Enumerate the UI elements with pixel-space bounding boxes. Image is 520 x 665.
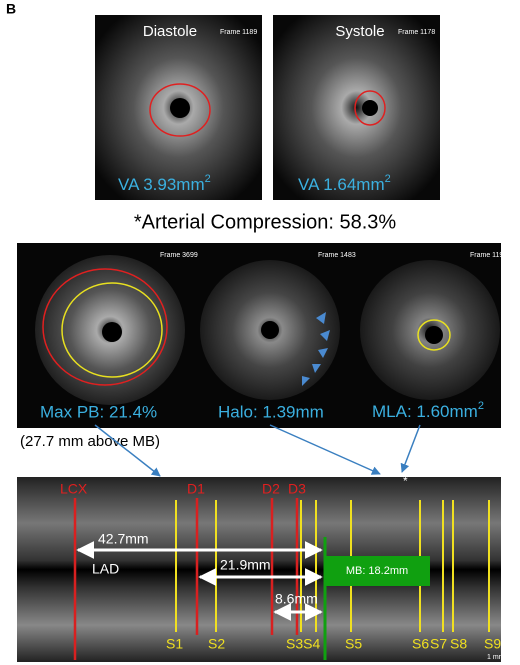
catheter (425, 326, 443, 344)
branch-label: D2 (262, 481, 280, 497)
frame-label: Frame 1199 (470, 252, 507, 259)
branch-label: LCX (60, 481, 88, 497)
frame-label: Frame 3699 (160, 252, 198, 259)
halo-arrowheads (302, 312, 330, 386)
branch-label: D3 (288, 481, 306, 497)
compression-label: *Arterial Compression: 58.3% (134, 211, 397, 233)
distance-arrows (76, 541, 323, 621)
segment-label: S1 (166, 636, 183, 652)
segment-label: S2 (208, 636, 225, 652)
frame-label: Frame 1178 (398, 29, 435, 36)
superscript: 2 (205, 173, 211, 185)
top-images: Diastole Frame 1189 Systole Frame 1178 V… (95, 15, 440, 200)
mb-label: MB: 18.2mm (346, 565, 408, 577)
distance-label: 21.9mm (220, 557, 271, 573)
segment-label: S6 (412, 636, 429, 652)
longitudinal-view: * MB: 18.2mm 42.7mm 21.9mm 8.6mm LAD LCX… (17, 474, 505, 662)
area-label: VA 1.64mm2 (298, 173, 391, 195)
note: (27.7 mm above MB) (20, 433, 160, 450)
pb-label: Max PB: 21.4% (40, 402, 157, 421)
area-value: VA 3.93mm (118, 175, 205, 194)
segment-label: S7 (430, 636, 447, 652)
mb-box (325, 556, 430, 586)
area-value: VA 1.64mm (298, 175, 385, 194)
distance-label: 42.7mm (98, 531, 149, 547)
mla-value: MLA: 1.60mm (372, 402, 478, 421)
vessel-label: LAD (92, 561, 119, 577)
catheter (102, 322, 122, 342)
scale-label: 1 mm (487, 654, 505, 661)
area-label: VA 3.93mm2 (118, 173, 211, 195)
star: * (403, 474, 408, 488)
frame-label: Frame 1483 (318, 252, 356, 259)
frame-label: Frame 1189 (220, 29, 257, 36)
catheter (362, 100, 378, 116)
segment-label: S3S4 (286, 636, 320, 652)
superscript: 2 (385, 173, 391, 185)
segment-label: S9 (484, 636, 501, 652)
superscript: 2 (478, 400, 484, 412)
image-title: Diastole (143, 23, 197, 40)
segment-label: S5 (345, 636, 362, 652)
mla-label: MLA: 1.60mm2 (372, 400, 484, 422)
eem-contour (42, 268, 168, 386)
branch-label: D1 (187, 481, 205, 497)
lumen-contour (354, 90, 386, 126)
panel-label: B (6, 1, 16, 17)
segment-label: S8 (450, 636, 467, 652)
middle-images: Frame 3699 Frame 1483 Frame 1199 Max PB:… (17, 243, 507, 428)
halo-label: Halo: 1.39mm (218, 402, 324, 421)
lumen-contour (61, 282, 163, 378)
lumen-contour (149, 83, 211, 137)
catheter (261, 321, 279, 339)
catheter (170, 98, 190, 118)
distance-label: 8.6mm (275, 591, 318, 607)
lumen-contour (417, 319, 451, 351)
ivus-image (273, 15, 440, 200)
image-title: Systole (335, 23, 384, 40)
link-arrows (94, 424, 421, 477)
